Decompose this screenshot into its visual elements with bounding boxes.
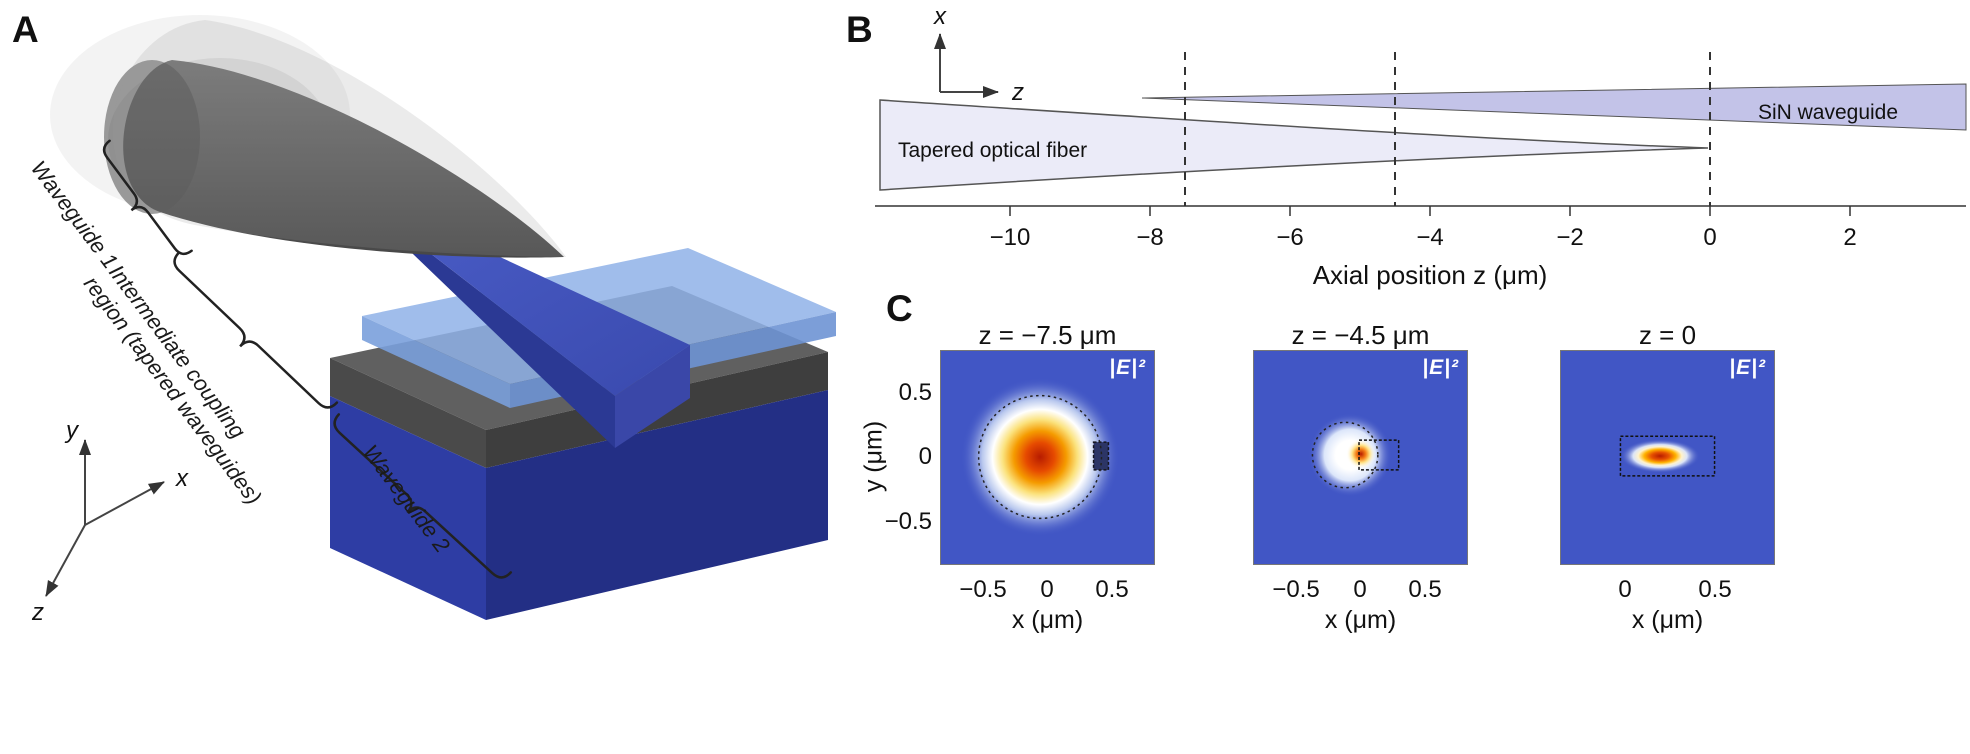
axis-tick-labels: −10 −8 −6 −4 −2 0 2	[990, 224, 1857, 251]
x-tick: −0.5	[959, 576, 1007, 603]
tapered-optical-fiber	[50, 15, 566, 258]
axes-triad: y x z	[31, 417, 189, 626]
plot-title: z = −7.5 μm	[978, 320, 1117, 350]
x-axis-label: x (μm)	[1011, 606, 1084, 634]
x-axis-label: x	[175, 465, 189, 492]
z-axis: −10 −8 −6 −4 −2 0 2 Axial position z (μm…	[875, 205, 1966, 290]
panel-a-letter: A	[12, 9, 39, 50]
x-tick: 0	[1353, 576, 1367, 603]
sin-waveguide-label: SiN waveguide	[1758, 101, 1898, 124]
fiber-cladding-taper-ghost	[112, 20, 566, 257]
mode-plot-z-minus-4p5: z = −4.5 μm	[1253, 288, 1468, 638]
axis-ticks	[1009, 206, 1851, 216]
fiber-core-shape	[123, 60, 564, 258]
tick: −10	[990, 224, 1031, 251]
x-tick: 0.5	[1408, 576, 1442, 603]
panel-b: B x z Tapered optical fiber SiN waveguid…	[846, 3, 1967, 290]
tick: 2	[1843, 224, 1856, 251]
intermediate-label-line2: region (tapered waveguides)	[79, 271, 267, 509]
z-axis-arrow	[45, 524, 86, 597]
waveguide-outline-rect	[1092, 441, 1110, 471]
chip-cladding-front	[362, 316, 510, 408]
x-tick: 0.5	[1698, 576, 1732, 603]
mode-heatmap: |E|²	[1560, 350, 1775, 565]
chip-gray-layer-front	[330, 358, 486, 468]
tick: 0	[1703, 224, 1716, 251]
mode-field-art	[1254, 351, 1467, 564]
panel-b-letter: B	[846, 9, 873, 50]
fiber-outline-circle	[1311, 421, 1379, 489]
mode-heatmap: |E|²	[940, 350, 1155, 565]
y-axis-label: y	[64, 417, 80, 444]
waveguide-mode-spot	[1620, 439, 1700, 473]
xz-axes-icon: x z	[933, 3, 1024, 106]
tick: −2	[1556, 224, 1583, 251]
e-squared-label: |E|²	[1109, 356, 1146, 379]
plot-title: z = 0	[1638, 320, 1697, 350]
mode-heatmap: |E|²	[1253, 350, 1468, 565]
panel-c: C y (μm) 0.5 0 −0.5 z = −7.5 μm	[840, 288, 1970, 754]
tick: −6	[1276, 224, 1303, 251]
fiber-end-cap	[104, 60, 200, 214]
annotation-braces	[102, 139, 513, 579]
x-axis-label: x (μm)	[1631, 606, 1704, 634]
chip-substrate-side	[486, 390, 828, 620]
x-tick: 0	[1040, 576, 1054, 603]
x-axis-label: x	[933, 3, 947, 30]
x-axis-arrow	[84, 481, 165, 526]
brace-waveguide-2	[333, 413, 513, 579]
panel-a: Waveguide 1 Intermediate coupling region…	[12, 9, 836, 626]
mode-plot-z-0: z = 0 |E|² 0 0.5	[1560, 288, 1775, 638]
brace-intermediate-region	[173, 251, 339, 409]
mode-hot-spot	[1346, 439, 1376, 469]
z-axis-label: z	[31, 599, 44, 626]
axial-position-axis-label: Axial position z (μm)	[1313, 260, 1548, 290]
tick: −8	[1136, 224, 1163, 251]
sin-waveguide-profile	[1141, 83, 1967, 131]
panel-c-letter: C	[886, 288, 913, 329]
x-tick: 0.5	[1095, 576, 1129, 603]
x-tick: −0.5	[1272, 576, 1320, 603]
fiber-mode-spot	[960, 377, 1120, 537]
e-squared-label: |E|²	[1729, 356, 1766, 379]
wedge-end-face	[615, 345, 690, 448]
plot-title: z = −4.5 μm	[1291, 320, 1430, 350]
chip-substrate-front	[330, 396, 486, 620]
e-squared-label: |E|²	[1422, 356, 1459, 379]
y-tick: −0.5	[884, 508, 932, 535]
x-axis-label: x (μm)	[1324, 606, 1397, 634]
x-tick: 0	[1618, 576, 1632, 603]
tick: −4	[1416, 224, 1443, 251]
mode-field-art	[1561, 351, 1774, 564]
z-axis-label: z	[1011, 79, 1024, 106]
y-tick: 0	[918, 443, 932, 470]
tapered-fiber-profile	[879, 99, 1709, 191]
mode-plot-z-minus-7p5: z = −7.5 μm |E|	[940, 288, 1155, 638]
mode-field-art	[941, 351, 1154, 564]
y-tick: 0.5	[898, 379, 932, 406]
fiber-label: Tapered optical fiber	[898, 139, 1087, 162]
cross-section-planes	[1184, 52, 1711, 206]
